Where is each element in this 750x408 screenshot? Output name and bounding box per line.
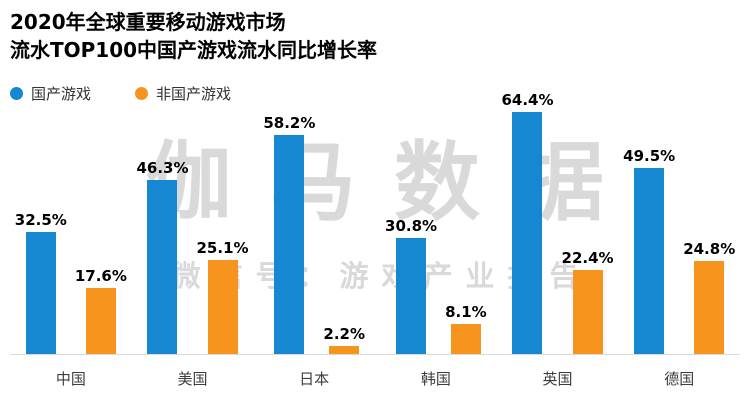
bar-foreign [450, 324, 481, 354]
legend-dot-icon [10, 87, 23, 100]
bar-value-label: 8.1% [445, 303, 487, 321]
bar-domestic [512, 112, 543, 354]
legend-item-1: 非国产游戏 [135, 83, 231, 104]
category-label-0: 中国 [55, 370, 86, 388]
bar-group-1: 46.3% 25.1% [132, 159, 254, 354]
category-label-5: 德国 [664, 370, 695, 388]
bar-domestic [274, 135, 305, 354]
bar-wrap: 22.4% [562, 249, 614, 354]
bar-chart: 32.5% 17.6% 46.3% 25.1% 58.2% 2.2% 30.8% 8.1% 64… [10, 91, 740, 389]
bar-wrap: 46.3% [136, 159, 189, 354]
bar-group-2: 58.2% 2.2% [253, 114, 375, 354]
bar-foreign [694, 261, 725, 354]
bar-value-label: 24.8% [683, 240, 736, 258]
category-label-3: 韩国 [420, 370, 451, 388]
bar-wrap: 32.5% [15, 211, 67, 354]
bar-group-3: 30.8% 8.1% [375, 217, 497, 354]
category-label-4: 英国 [542, 370, 573, 388]
chart-title: 2020年全球重要移动游戏市场 流水TOP100中国产游戏流水同比增长率 [10, 8, 377, 64]
bar-value-label: 49.5% [623, 147, 676, 165]
category-label-2: 日本 [299, 370, 330, 388]
bar-value-label: 32.5% [14, 211, 67, 229]
bar-value-label: 64.4% [501, 91, 554, 109]
bar-wrap: 64.4% [501, 91, 554, 354]
bar-foreign [572, 270, 603, 354]
legend-dot-icon [135, 87, 149, 100]
bar-domestic [25, 232, 56, 354]
legend-label: 非国产游戏 [156, 85, 232, 103]
bar-value-label: 2.2% [323, 325, 365, 343]
legend-label: 国产游戏 [31, 85, 92, 103]
bar-domestic [147, 180, 178, 354]
bar-value-label: 17.6% [74, 267, 127, 285]
bar-value-label: 58.2% [263, 114, 316, 132]
bar-wrap: 49.5% [623, 147, 675, 354]
bar-group-4: 64.4% 22.4% [497, 91, 619, 354]
bar-value-label: 30.8% [385, 217, 438, 235]
chart-title-line2: 流水TOP100中国产游戏流水同比增长率 [10, 38, 378, 62]
bar-value-label: 46.3% [136, 159, 189, 177]
bar-foreign [329, 346, 360, 354]
bar-group-5: 49.5% 24.8% [618, 147, 740, 354]
legend-item-0: 国产游戏 [10, 83, 91, 104]
chart-title-line1: 2020年全球重要移动游戏市场 [10, 10, 286, 34]
bar-domestic [396, 238, 427, 354]
bar-foreign [207, 260, 238, 354]
bar-wrap: 58.2% [263, 114, 315, 354]
bar-group-0: 32.5% 17.6% [10, 211, 132, 354]
bar-wrap: 25.1% [197, 239, 249, 354]
bar-value-label: 22.4% [561, 249, 614, 267]
bar-domestic [634, 168, 665, 354]
legend: 国产游戏 非国产游戏 [10, 83, 231, 104]
bar-wrap: 17.6% [75, 267, 127, 354]
bar-wrap: 24.8% [683, 240, 735, 354]
bar-wrap: 2.2% [323, 325, 365, 354]
bar-value-label: 25.1% [196, 239, 249, 257]
watermark-wechat-text: 微信号：游戏产业报告 [171, 259, 592, 293]
bar-wrap: 30.8% [385, 217, 437, 354]
bar-wrap: 8.1% [445, 303, 487, 354]
bar-foreign [85, 288, 116, 354]
category-label-1: 美国 [177, 370, 208, 388]
x-axis-labels: 中国 美国 日本 韩国 英国 德国 [10, 355, 740, 389]
plot-area: 32.5% 17.6% 46.3% 25.1% 58.2% 2.2% 30.8% 8.1% 64… [10, 91, 740, 355]
